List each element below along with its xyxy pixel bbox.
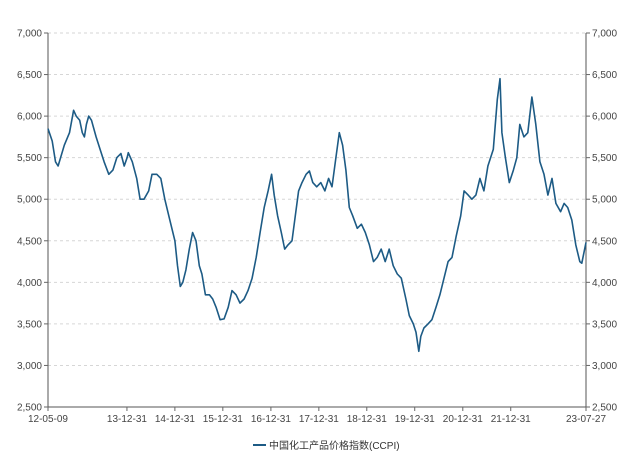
y-tick-label-left: 6,000 <box>17 112 42 123</box>
y-tick-label-right: 7,000 <box>592 29 617 40</box>
series-group <box>47 77 587 353</box>
y-tick-label-left: 5,500 <box>17 153 42 164</box>
x-tick-label: 18-12-31 <box>347 414 387 425</box>
y-tick-label-right: 5,500 <box>592 153 617 164</box>
y-tick-label-left: 7,000 <box>17 29 42 40</box>
y-tick-label-left: 6,500 <box>17 70 42 81</box>
y-tick-label-right: 6,000 <box>592 112 617 123</box>
axes <box>47 33 587 408</box>
y-tick-label-left: 4,000 <box>17 278 42 289</box>
x-tick-label: 12-05-09 <box>28 414 68 425</box>
grid-lines <box>48 32 586 366</box>
x-tick-label: 15-12-31 <box>203 414 243 425</box>
y-tick-label-left: 3,500 <box>17 319 42 330</box>
y-tick-label-left: 5,000 <box>17 195 42 206</box>
legend-label: 中国化工产品价格指数(CCPI) <box>269 439 400 452</box>
y-axis-left: 2,500 3,000 3,500 4,000 4,500 5,000 5,500 6,000… <box>17 29 48 414</box>
series-line <box>47 77 587 353</box>
legend: 中国化工产品价格指数(CCPI) <box>253 439 400 452</box>
x-tick-label: 23-07-27 <box>566 414 606 425</box>
x-tick-label: 16-12-31 <box>251 414 291 425</box>
x-tick-label: 20-12-31 <box>443 414 483 425</box>
x-axis: 12-05-09 13-12-31 14-12-31 15-12-31 16-12-31… <box>28 407 606 425</box>
y-tick-label-right: 5,000 <box>592 195 617 206</box>
y-tick-label-right: 4,500 <box>592 236 617 247</box>
x-tick-label: 19-12-31 <box>395 414 435 425</box>
y-axis-right: 2,500 3,000 3,500 4,000 4,500 5,000 5,500 6,000… <box>586 29 617 414</box>
x-tick-label: 13-12-31 <box>107 414 147 425</box>
y-tick-label-right: 6,500 <box>592 70 617 81</box>
y-tick-label-right: 3,000 <box>592 361 617 372</box>
y-tick-label-right: 4,000 <box>592 278 617 289</box>
y-tick-label-left: 2,500 <box>17 403 42 414</box>
x-tick-label: 14-12-31 <box>155 414 195 425</box>
y-tick-label-left: 3,000 <box>17 361 42 372</box>
x-tick-label: 17-12-31 <box>299 414 339 425</box>
x-tick-label: 21-12-31 <box>491 414 531 425</box>
y-tick-label-left: 4,500 <box>17 236 42 247</box>
y-tick-label-right: 2,500 <box>592 403 617 414</box>
y-tick-label-right: 3,500 <box>592 319 617 330</box>
